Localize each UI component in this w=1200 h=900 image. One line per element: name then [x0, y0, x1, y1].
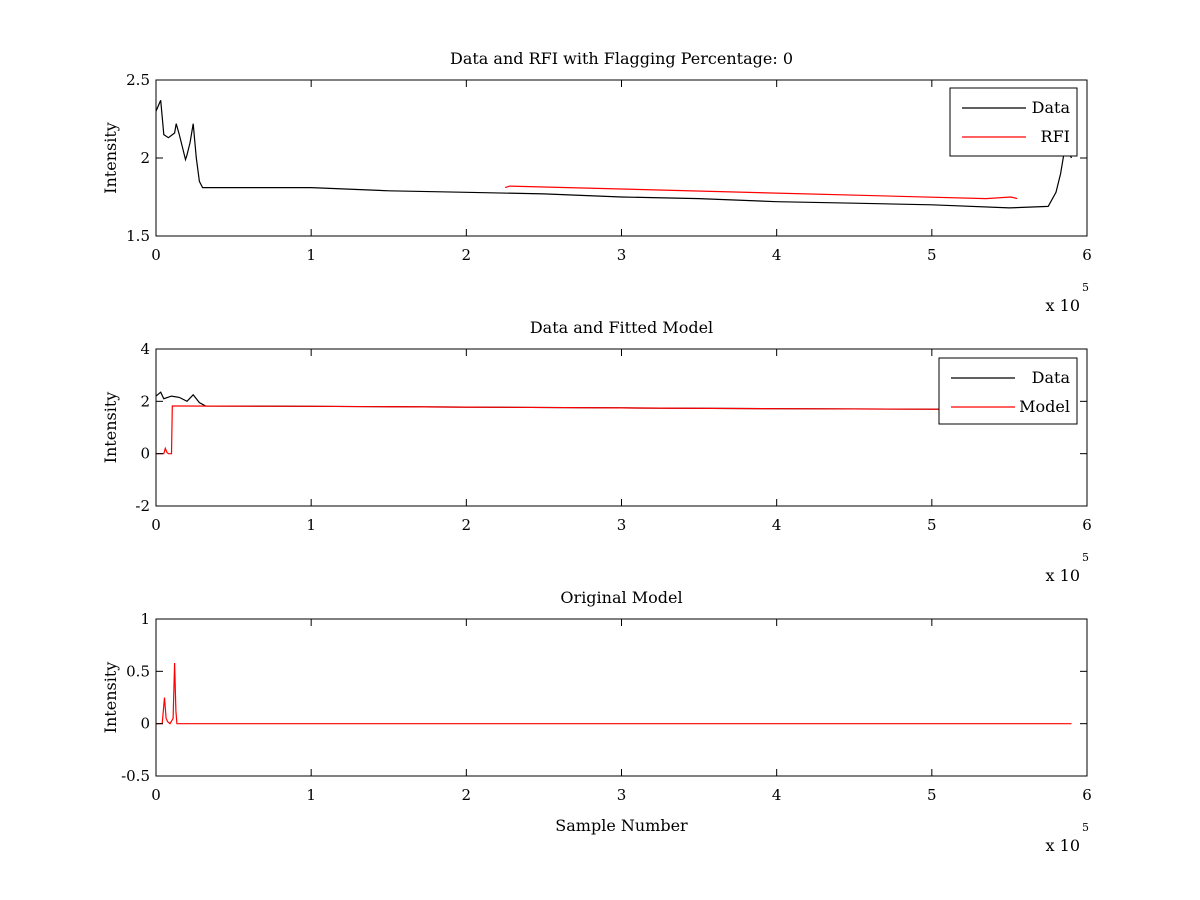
y-tick-label: 0.5	[126, 662, 150, 680]
legend-box	[949, 87, 1078, 157]
x-tick-label: 3	[617, 786, 627, 804]
panels: 0 1 2 3 4 5 6 1.5 2 2.5 Data and RFI with Flagging…	[101, 49, 1092, 855]
x-multiplier-label: x 10	[1046, 296, 1080, 315]
y-tick-label: -0.5	[121, 767, 150, 785]
x-tick-label: 2	[462, 246, 472, 264]
x-tick-label: 2	[462, 786, 472, 804]
x-tick-label: 1	[306, 786, 316, 804]
series-group	[156, 391, 1072, 455]
y-tick-label: -2	[135, 497, 150, 515]
y-axis-label: Intensity	[101, 392, 120, 464]
x-tick-label: 3	[617, 516, 627, 534]
y-tick-label: 0	[140, 445, 150, 463]
x-multiplier-label: x 10	[1046, 836, 1080, 855]
x-multiplier-exponent: 5	[1082, 281, 1089, 294]
legend: Data RFI	[949, 87, 1078, 157]
x-tick-label: 5	[927, 246, 937, 264]
y-axis-label: Intensity	[101, 662, 120, 734]
legend-box	[938, 357, 1078, 425]
x-tick-label: 0	[151, 246, 161, 264]
y-tick-label: 2	[140, 392, 150, 410]
x-tick-label: 0	[151, 516, 161, 534]
y-tick-label: 2.5	[126, 71, 150, 89]
panel-1: 0 1 2 3 4 5 6 1.5 2 2.5 Data and RFI with Flagging…	[101, 49, 1092, 315]
x-axis-label: Sample Number	[555, 816, 688, 835]
x-tick-label: 1	[306, 516, 316, 534]
x-tick-label: 5	[927, 786, 937, 804]
x-tick-label: 5	[927, 516, 937, 534]
x-tick-label: 6	[1082, 786, 1092, 804]
x-multiplier-exponent: 5	[1082, 551, 1089, 564]
panel-title: Data and Fitted Model	[530, 318, 713, 337]
series-line-model	[156, 662, 1072, 725]
y-tick-label: 1.5	[126, 227, 150, 245]
y-tick-label: 2	[140, 149, 150, 167]
x-tick-label: 6	[1082, 246, 1092, 264]
x-tick-label: 3	[617, 246, 627, 264]
legend-label-data: Data	[1032, 368, 1071, 387]
x-tick-label: 4	[772, 516, 782, 534]
x-tick-label: 0	[151, 786, 161, 804]
y-tick-label: 0	[140, 715, 150, 733]
x-tick-label: 6	[1082, 516, 1092, 534]
legend-label-data: Data	[1032, 98, 1071, 117]
y-tick-label: 1	[140, 610, 150, 628]
series-group	[156, 100, 1073, 209]
legend-label-model: Model	[1019, 397, 1070, 416]
series-group	[156, 662, 1072, 725]
legend-label-rfi: RFI	[1041, 127, 1070, 146]
y-axis-label: Intensity	[101, 122, 120, 194]
panel-title: Original Model	[560, 588, 682, 607]
series-line-data	[156, 100, 1073, 209]
x-tick-label: 4	[772, 246, 782, 264]
x-multiplier-label: x 10	[1046, 566, 1080, 585]
legend: Data Model	[938, 357, 1078, 425]
x-tick-label: 1	[306, 246, 316, 264]
series-line-model	[156, 405, 1072, 455]
series-line-rfi	[504, 185, 1018, 200]
x-tick-label: 4	[772, 786, 782, 804]
panel-title: Data and RFI with Flagging Percentage: 0	[450, 49, 793, 68]
y-tick-label: 4	[140, 340, 150, 358]
x-tick-label: 2	[462, 516, 472, 534]
x-multiplier-exponent: 5	[1082, 821, 1089, 834]
